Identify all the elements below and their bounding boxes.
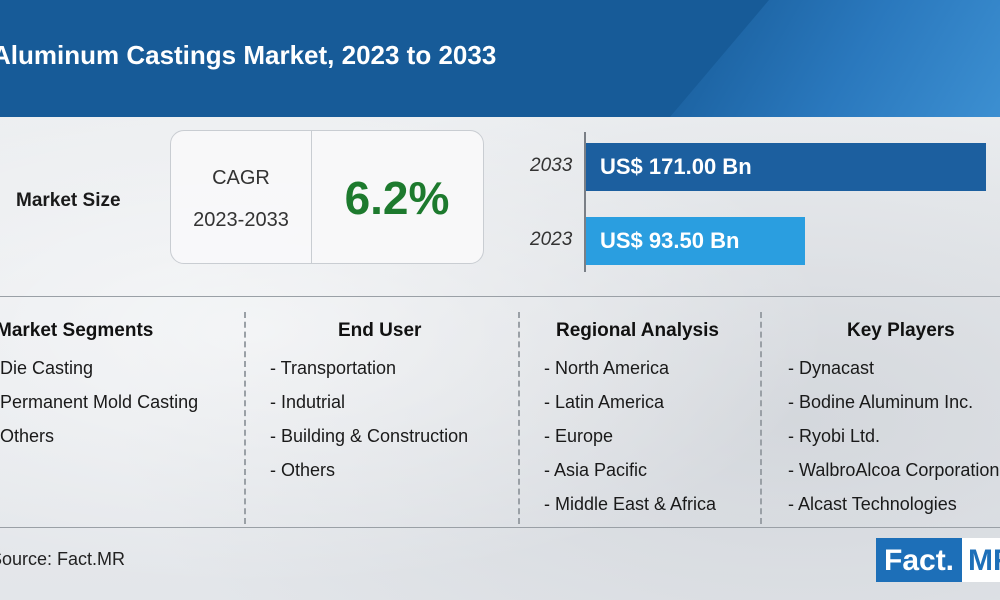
column-list-item: - Others (270, 460, 336, 480)
column-list-item: - Dynacast (788, 358, 875, 378)
column-divider (518, 312, 520, 524)
column-list-item: Others (0, 426, 55, 446)
bottom-separator (0, 527, 1000, 528)
column-list-item: - Asia Pacific (544, 460, 648, 480)
column-list-item: - Indutrial (270, 392, 346, 412)
header-accent (670, 0, 1000, 117)
column-list-item: - Alcast Technologies (788, 494, 957, 514)
cagr-box: CAGR 2023-2033 6.2% (170, 130, 484, 264)
column-list-item: - North America (544, 358, 670, 378)
market-size-label: Market Size (16, 190, 121, 211)
column-list-item: - Bodine Aluminum Inc. (788, 392, 974, 412)
column-heading: Market Segments (0, 320, 154, 341)
logo-text-left: Fact. (876, 538, 963, 582)
logo-text-right: MR (962, 538, 1000, 582)
column-divider (760, 312, 762, 524)
column-list-item: - Middle East & Africa (544, 494, 717, 514)
column-divider (244, 312, 246, 524)
header-banner: Aluminum Castings Market, 2023 to 2033 (0, 0, 1000, 117)
bar-2023: US$ 93.50 Bn (586, 217, 805, 265)
bar-2033: US$ 171.00 Bn (586, 143, 986, 191)
cagr-divider (311, 131, 312, 263)
column-heading: Key Players (847, 320, 955, 341)
column-list-item: - Transportation (270, 358, 397, 378)
year-label-2033: 2033 (530, 155, 573, 176)
column-list-item: - Europe (544, 426, 614, 446)
column-list-item: - Ryobi Ltd. (788, 426, 881, 446)
bar-data-label-2033: US$ 171.00 Bn (600, 154, 752, 179)
bar-data-label-2023: US$ 93.50 Bn (600, 228, 740, 253)
column-heading: End User (338, 320, 422, 341)
source-note: Source: Fact.MR (0, 549, 126, 569)
cagr-label: CAGR (212, 167, 270, 189)
top-separator (0, 296, 1000, 297)
bar-axis-line (584, 132, 586, 272)
cagr-value: 6.2% (344, 172, 450, 224)
column-list-item: Die Casting (0, 358, 94, 378)
column-heading: Regional Analysis (556, 320, 719, 341)
page-title: Aluminum Castings Market, 2023 to 2033 (0, 40, 497, 70)
column-list-item: - WalbroAlcoa Corporation (788, 460, 1000, 480)
year-label-2023: 2023 (530, 229, 573, 250)
column-list-item: - Building & Construction (270, 426, 469, 446)
factmr-logo: Fact. MR (876, 538, 1000, 582)
column-list-item: Permanent Mold Casting (0, 392, 199, 412)
column-list-item: - Latin America (544, 392, 665, 412)
cagr-period: 2023-2033 (193, 209, 289, 231)
